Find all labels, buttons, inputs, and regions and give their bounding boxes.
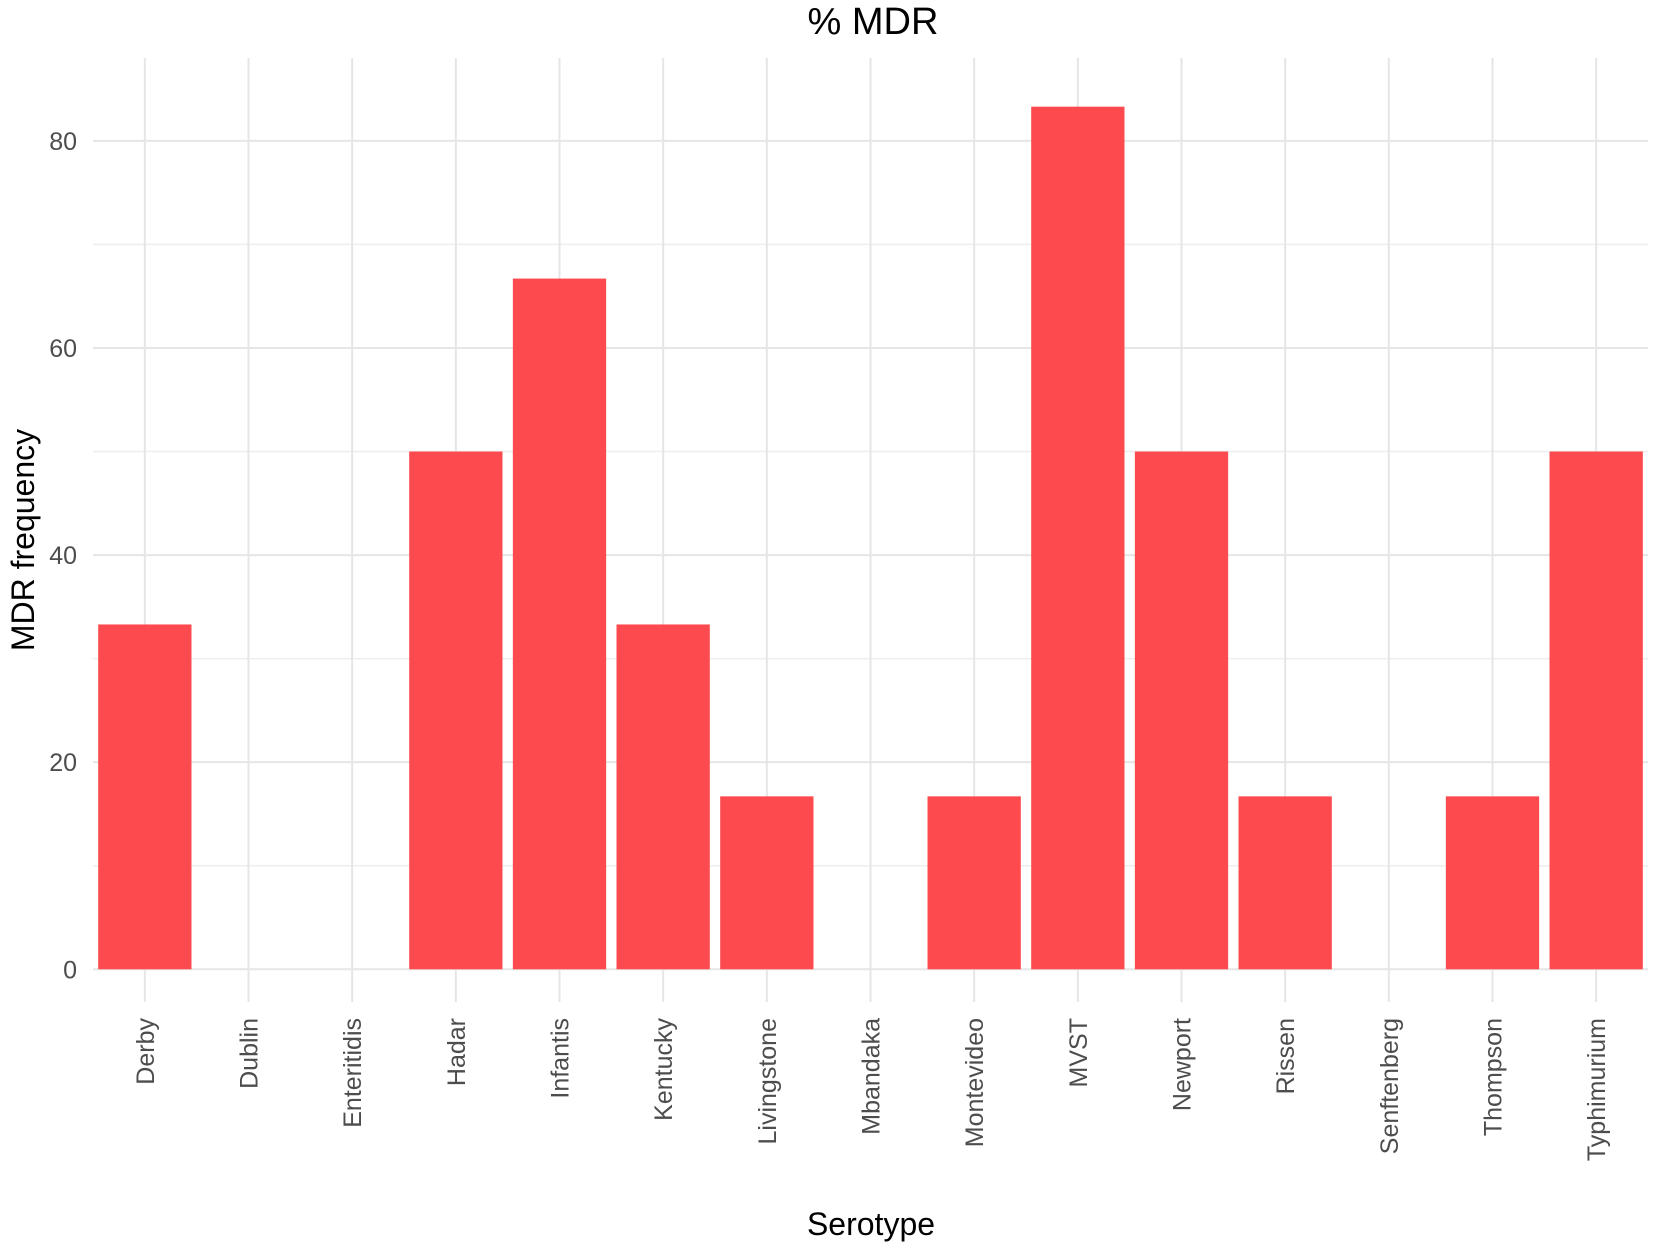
y-tick-label: 60	[49, 335, 77, 363]
tick-marks	[143, 990, 1598, 1002]
x-tick-label: Dublin	[236, 1018, 264, 1089]
x-tick-label: MVST	[1065, 1018, 1093, 1087]
x-tick-label: Livingstone	[754, 1018, 782, 1144]
x-tick-label: Rissen	[1272, 1018, 1300, 1094]
y-tick-label: 0	[63, 956, 77, 984]
chart-title: % MDR	[808, 1, 939, 43]
x-tick-label: Infantis	[547, 1018, 575, 1099]
bar	[1445, 796, 1540, 970]
bar	[1031, 106, 1125, 970]
x-tick-label: Hadar	[443, 1018, 471, 1086]
bar	[409, 451, 503, 970]
x-tick-label: Thompson	[1480, 1018, 1508, 1136]
x-tick-label: Mbandaka	[858, 1018, 886, 1135]
x-tick-label: Senftenberg	[1376, 1018, 1404, 1154]
bar	[616, 624, 710, 970]
y-tick-label: 40	[49, 542, 77, 570]
y-tick-label: 80	[49, 128, 77, 156]
bar	[927, 796, 1021, 970]
x-tick-label: Newport	[1169, 1018, 1197, 1111]
major-gridlines	[93, 58, 1648, 990]
x-tick-label: Enteritidis	[339, 1018, 367, 1128]
x-tick-label: Typhimurium	[1583, 1018, 1611, 1161]
bar	[1238, 796, 1332, 970]
y-axis-title: MDR frequency	[5, 429, 41, 651]
x-tick-label: Derby	[132, 1018, 160, 1085]
y-tick-label: 20	[49, 749, 77, 777]
bar	[512, 278, 607, 970]
bars	[98, 106, 1643, 970]
bar	[1134, 451, 1229, 970]
bar	[1549, 451, 1643, 970]
x-tick-label: Kentucky	[650, 1018, 678, 1121]
y-tick-labels: 0 20 40 60 80	[49, 128, 77, 984]
x-tick-labels: Derby Dublin Enteritidis Hadar Infantis Kentu…	[132, 1018, 1611, 1162]
bar	[720, 796, 814, 970]
x-axis-title: Serotype	[807, 1206, 935, 1242]
bar	[98, 624, 192, 970]
x-tick-label: Montevideo	[961, 1018, 989, 1147]
